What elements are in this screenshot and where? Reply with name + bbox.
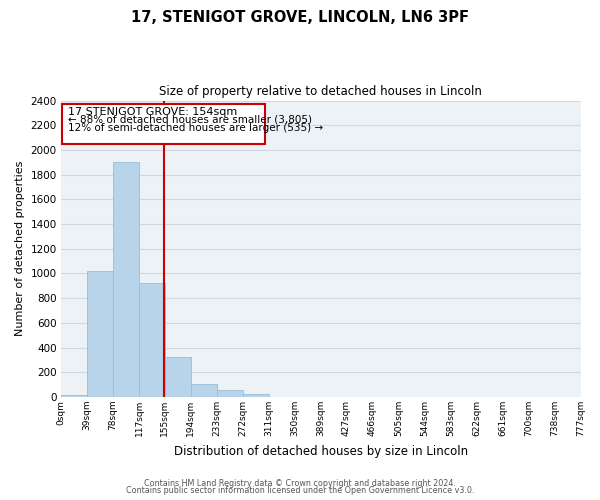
Text: ← 88% of detached houses are smaller (3,805): ← 88% of detached houses are smaller (3,… xyxy=(68,114,311,124)
FancyBboxPatch shape xyxy=(62,104,265,144)
Bar xyxy=(139,284,164,397)
Text: 17 STENIGOT GROVE: 154sqm: 17 STENIGOT GROVE: 154sqm xyxy=(68,106,237,117)
Bar xyxy=(87,271,113,397)
Bar xyxy=(113,162,139,397)
Text: Contains public sector information licensed under the Open Government Licence v3: Contains public sector information licen… xyxy=(126,486,474,495)
Bar xyxy=(191,384,217,397)
Bar xyxy=(243,394,269,397)
Text: 17, STENIGOT GROVE, LINCOLN, LN6 3PF: 17, STENIGOT GROVE, LINCOLN, LN6 3PF xyxy=(131,10,469,25)
Text: 12% of semi-detached houses are larger (535) →: 12% of semi-detached houses are larger (… xyxy=(68,122,323,132)
Bar xyxy=(217,390,243,397)
Bar xyxy=(61,394,87,397)
Text: Contains HM Land Registry data © Crown copyright and database right 2024.: Contains HM Land Registry data © Crown c… xyxy=(144,478,456,488)
X-axis label: Distribution of detached houses by size in Lincoln: Distribution of detached houses by size … xyxy=(173,444,468,458)
Title: Size of property relative to detached houses in Lincoln: Size of property relative to detached ho… xyxy=(159,85,482,98)
Bar xyxy=(164,358,191,397)
Y-axis label: Number of detached properties: Number of detached properties xyxy=(15,161,25,336)
